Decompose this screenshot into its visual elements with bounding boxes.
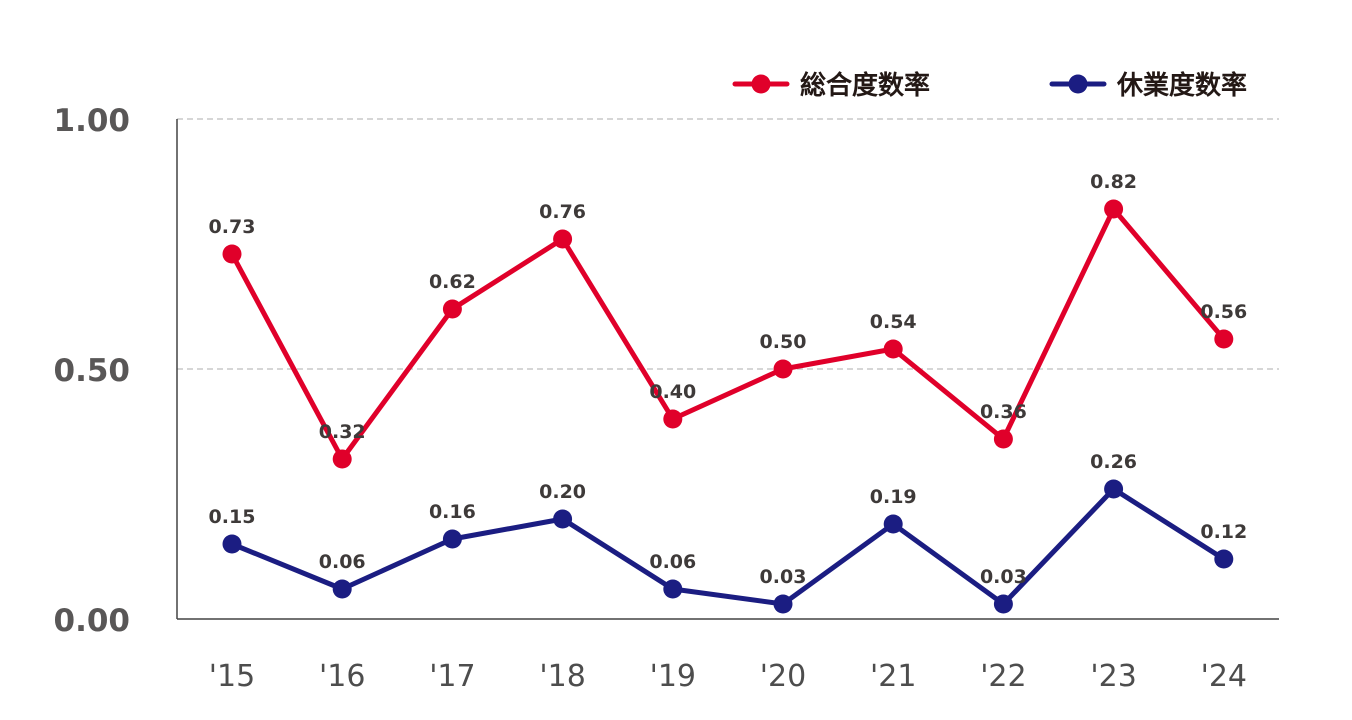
y-tick-label: 0.00: [54, 603, 131, 639]
data-point: [993, 594, 1013, 614]
data-point: [332, 579, 352, 599]
x-tick-label: '22: [980, 659, 1026, 694]
data-label: 0.56: [1200, 301, 1247, 323]
legend-label: 総合度数率: [800, 70, 930, 101]
data-point: [442, 299, 462, 319]
series-line: [229, 486, 1227, 607]
x-tick-label: '17: [429, 659, 475, 694]
data-label: 0.15: [209, 506, 256, 528]
data-label: 0.12: [1200, 521, 1247, 543]
data-label: 0.32: [319, 421, 366, 443]
data-point: [663, 579, 683, 599]
data-label: 0.06: [649, 551, 696, 573]
data-point: [332, 449, 352, 469]
x-tick-label: '23: [1090, 659, 1136, 694]
axes: 0.00 0.50 1.00 '15 '16 '17 '18 '19 '20 '21 '22 '23 '…: [54, 103, 1279, 694]
legend-marker: [751, 74, 771, 94]
data-point: [1214, 329, 1234, 349]
data-label: 0.16: [429, 501, 476, 523]
x-tick-label: '19: [650, 659, 696, 694]
x-tick-label: '15: [209, 659, 255, 694]
data-label: 0.19: [870, 486, 917, 508]
data-label: 0.03: [980, 566, 1027, 588]
data-point: [1214, 549, 1234, 569]
legend-marker: [1068, 74, 1088, 94]
data-label: 0.82: [1090, 171, 1137, 193]
y-tick-label: 0.50: [54, 353, 131, 389]
data-point: [442, 529, 462, 549]
data-label: 0.06: [319, 551, 366, 573]
x-tick-label: '16: [319, 659, 365, 694]
data-point: [883, 514, 903, 534]
data-label: 0.20: [539, 481, 586, 503]
data-point: [773, 594, 793, 614]
x-tick-label: '21: [870, 659, 916, 694]
data-point: [663, 409, 683, 429]
data-point: [773, 359, 793, 379]
data-point: [1104, 479, 1124, 499]
data-point: [883, 339, 903, 359]
legend-label: 休業度数率: [1116, 70, 1247, 101]
data-label: 0.40: [649, 381, 696, 403]
data-label: 0.50: [760, 331, 807, 353]
data-point: [993, 429, 1013, 449]
data-label: 0.36: [980, 401, 1027, 423]
data-point: [553, 509, 573, 529]
data-point: [553, 229, 573, 249]
data-labels: 0.73 0.32 0.62 0.76 0.40 0.50 0.54 0.36 0.82 0.56…: [209, 171, 1248, 588]
series-line: [229, 206, 1227, 462]
x-tick-label: '24: [1201, 659, 1247, 694]
y-tick-label: 1.00: [54, 103, 131, 139]
series: [222, 199, 1234, 614]
data-label: 0.03: [760, 566, 807, 588]
grid: [177, 118, 1279, 370]
data-point: [222, 534, 242, 554]
legend: 総合度数率 休業度数率: [732, 70, 1247, 101]
data-point: [1104, 199, 1124, 219]
data-label: 0.73: [209, 216, 256, 238]
data-label: 0.62: [429, 271, 476, 293]
data-label: 0.26: [1090, 451, 1137, 473]
x-tick-label: '20: [760, 659, 806, 694]
data-label: 0.76: [539, 201, 586, 223]
x-tick-label: '18: [539, 659, 585, 694]
data-point: [222, 244, 242, 264]
data-label: 0.54: [870, 311, 917, 333]
